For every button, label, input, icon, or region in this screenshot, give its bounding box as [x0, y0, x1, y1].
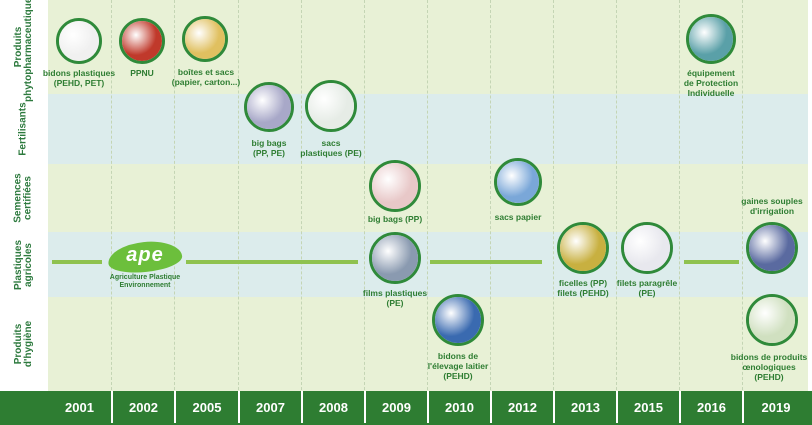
- year-label: 2008: [301, 391, 364, 423]
- photo-sacs-plastiques: [305, 80, 357, 132]
- row-label-hygiene: Produits d'hygiène: [13, 320, 34, 368]
- year-label: 2019: [742, 391, 808, 423]
- caption-ficelles-filets: ficelles (PP) filets (PEHD): [557, 278, 609, 298]
- photo-bidons-elevage-laitier: [432, 294, 484, 346]
- row-label-plastiques: Plastiques agricoles: [13, 239, 34, 290]
- year-label: 2013: [553, 391, 616, 423]
- column-divider: [111, 0, 112, 390]
- timeline-connector: [52, 260, 102, 264]
- column-divider: [427, 0, 428, 390]
- caption-films-plastiques: films plastiques (PE): [362, 288, 428, 308]
- row-label-semences: Semences certifiées: [13, 173, 35, 223]
- caption-boites-sacs: boîtes et sacs (papier, carton...): [171, 67, 241, 87]
- year-label: 2015: [616, 391, 679, 423]
- photo-ppnu: [119, 18, 165, 64]
- column-divider: [616, 0, 617, 390]
- logo-word: ape: [126, 244, 164, 266]
- column-divider: [174, 0, 175, 390]
- caption-big-bags-pp: big bags (PP): [367, 214, 423, 224]
- photo-sacs-papier: [494, 158, 542, 206]
- photo-epi: [686, 14, 736, 64]
- photo-bidons-plastiques: [56, 18, 102, 64]
- column-divider: [301, 0, 302, 390]
- year-label: 2001: [65, 399, 94, 415]
- year-label: 2005: [174, 391, 238, 423]
- year-label: 2012: [490, 391, 553, 423]
- caption-bidons-oenologiques: bidons de produits œnologiques (PEHD): [730, 352, 808, 382]
- timeline-connector: [684, 260, 739, 264]
- caption-big-bags-pp-pe: big bags (PP, PE): [251, 138, 287, 158]
- caption-filets-paragrele: filets paragrêle (PE): [616, 278, 678, 298]
- photo-bidons-oenologiques: [746, 294, 798, 346]
- photo-big-bags-pp: [369, 160, 421, 212]
- year-label: 2002: [111, 391, 174, 423]
- column-divider: [679, 0, 680, 390]
- ape-logo: ape Agriculture Plastique Environnement: [100, 238, 190, 292]
- column-divider: [364, 0, 365, 390]
- year-bar: [0, 391, 812, 425]
- timeline-connector: [186, 260, 358, 264]
- column-divider: [742, 0, 743, 390]
- timeline-connector: [430, 260, 542, 264]
- year-label: 2010: [427, 391, 490, 423]
- photo-films-plastiques: [369, 232, 421, 284]
- caption-gaines-irrigation: gaines souples d'irrigation: [741, 196, 803, 216]
- column-divider: [238, 0, 239, 390]
- caption-bidons-plastiques: bidons plastiques (PEHD, PET): [42, 68, 116, 88]
- row-label-fertilisants: Fertilisants: [18, 102, 30, 156]
- caption-bidons-elevage-laitier: bidons de l'élevage laitier (PEHD): [427, 351, 489, 381]
- caption-ppnu: PPNU: [130, 68, 154, 78]
- photo-ficelles-filets: [557, 222, 609, 274]
- photo-boites-sacs: [182, 16, 228, 62]
- caption-epi: équipement de Protection Individuelle: [683, 68, 739, 98]
- column-divider: [553, 0, 554, 390]
- row-band-fertilisants: [48, 94, 808, 164]
- year-label: 2016: [679, 391, 742, 423]
- caption-sacs-papier: sacs papier: [494, 212, 542, 222]
- photo-filets-paragrele: [621, 222, 673, 274]
- year-label: 2009: [364, 391, 427, 423]
- caption-sacs-plastiques: sacs plastiques (PE): [300, 138, 362, 158]
- photo-big-bags-pp-pe: [244, 82, 294, 132]
- logo-subtitle: Agriculture Plastique Environnement: [109, 274, 181, 289]
- photo-gaines-irrigation: [746, 222, 798, 274]
- year-label: 2007: [238, 391, 301, 423]
- column-divider: [490, 0, 491, 390]
